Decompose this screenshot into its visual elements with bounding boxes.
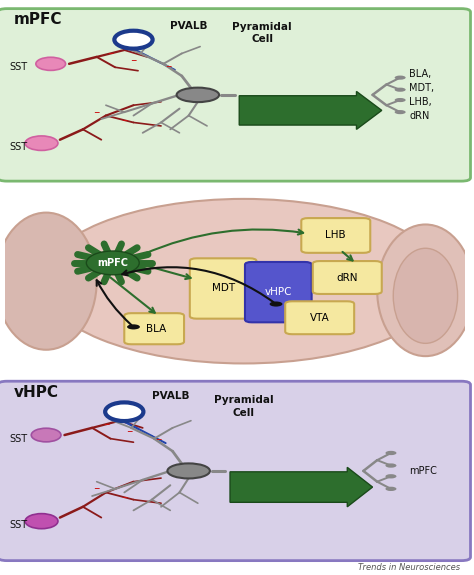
Ellipse shape xyxy=(385,486,396,491)
Ellipse shape xyxy=(385,463,396,467)
FancyBboxPatch shape xyxy=(301,218,370,253)
Text: mPFC: mPFC xyxy=(410,466,437,476)
FancyArrow shape xyxy=(230,467,373,507)
Ellipse shape xyxy=(167,463,210,478)
Text: LHB: LHB xyxy=(326,231,346,240)
Ellipse shape xyxy=(86,251,139,275)
Text: −: − xyxy=(121,116,128,125)
Text: SST: SST xyxy=(9,434,27,444)
Text: −: − xyxy=(165,62,171,71)
Text: SST: SST xyxy=(9,520,27,530)
Text: MDT: MDT xyxy=(211,283,235,293)
Text: PVALB: PVALB xyxy=(170,21,208,31)
Text: vHPC: vHPC xyxy=(264,287,292,297)
Ellipse shape xyxy=(385,474,396,478)
Text: SST: SST xyxy=(9,62,27,72)
Text: −: − xyxy=(155,435,162,444)
Ellipse shape xyxy=(0,213,97,350)
FancyBboxPatch shape xyxy=(0,381,471,561)
Text: SST: SST xyxy=(9,141,27,152)
FancyBboxPatch shape xyxy=(313,261,382,294)
Ellipse shape xyxy=(395,98,406,102)
Ellipse shape xyxy=(393,248,457,343)
Ellipse shape xyxy=(395,75,406,80)
Text: −: − xyxy=(130,56,137,65)
Text: Pyramidal
Cell: Pyramidal Cell xyxy=(214,395,273,417)
Text: Trends in Neurosciences: Trends in Neurosciences xyxy=(358,563,460,572)
Ellipse shape xyxy=(385,451,396,455)
FancyBboxPatch shape xyxy=(190,258,256,319)
Ellipse shape xyxy=(395,110,406,114)
Text: −: − xyxy=(93,108,100,117)
Circle shape xyxy=(127,324,140,329)
FancyBboxPatch shape xyxy=(0,9,471,181)
Circle shape xyxy=(270,301,283,306)
FancyBboxPatch shape xyxy=(285,301,354,334)
Text: PVALB: PVALB xyxy=(152,390,190,401)
Text: VTA: VTA xyxy=(310,313,329,323)
Ellipse shape xyxy=(25,513,58,528)
Text: −: − xyxy=(103,420,109,429)
Text: Pyramidal
Cell: Pyramidal Cell xyxy=(232,22,292,44)
Text: BLA,
MDT,
LHB,
dRN: BLA, MDT, LHB, dRN xyxy=(410,69,435,121)
Text: −: − xyxy=(126,427,132,436)
Ellipse shape xyxy=(105,402,144,421)
Text: vHPC: vHPC xyxy=(14,385,59,400)
Ellipse shape xyxy=(177,87,219,102)
FancyBboxPatch shape xyxy=(245,262,311,323)
Ellipse shape xyxy=(114,30,153,49)
Ellipse shape xyxy=(31,428,61,442)
FancyBboxPatch shape xyxy=(124,313,184,344)
FancyArrow shape xyxy=(239,91,382,129)
Ellipse shape xyxy=(42,199,446,363)
Ellipse shape xyxy=(36,58,65,70)
Text: dRN: dRN xyxy=(337,273,358,282)
Ellipse shape xyxy=(377,224,474,356)
Ellipse shape xyxy=(395,87,406,92)
Text: −: − xyxy=(121,493,128,503)
Ellipse shape xyxy=(25,136,58,151)
Text: mPFC: mPFC xyxy=(97,258,128,268)
Text: −: − xyxy=(107,49,114,58)
Text: −: − xyxy=(93,484,100,493)
Text: mPFC: mPFC xyxy=(14,12,63,27)
Text: BLA: BLA xyxy=(146,324,166,334)
